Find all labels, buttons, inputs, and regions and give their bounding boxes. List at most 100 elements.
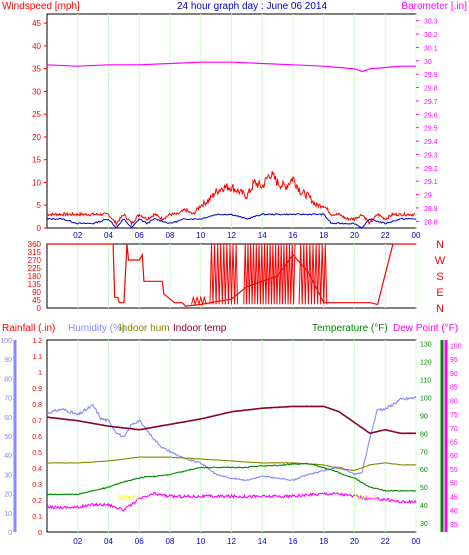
barometer-tick-label: 28.8 [424, 219, 438, 226]
x-tick-label-top: 06 [135, 231, 144, 240]
rain-tick-label: 0.2 [32, 498, 42, 505]
rain-tick-label: 0.7 [32, 418, 42, 425]
dewpoint-tick-label: 45 [450, 494, 458, 501]
x-tick-label-top: 00 [412, 231, 421, 240]
wind-direction-swing-c [243, 243, 296, 305]
humidity-axis-title: Humidity (%) [68, 323, 125, 334]
x-tick-label-bottom: 00 [412, 537, 421, 546]
dewpoint-tick-label: 100 [450, 343, 462, 350]
humidity-tick-label: 100 [0, 338, 12, 345]
x-tick-label-bottom: 10 [196, 537, 205, 546]
humidity-tick-label: 40 [4, 453, 12, 460]
windspeed-tick-label: 35 [32, 65, 41, 74]
temperature-axis-title: Temperature (°F) [312, 323, 388, 334]
dewpoint-tick-label: 95 [450, 357, 458, 364]
temperature-tick-label: 130 [420, 342, 432, 349]
indoor-temp-series-line [46, 405, 416, 435]
barometer-series-line [46, 61, 416, 73]
barometer-tick-label: 29.1 [424, 179, 438, 186]
windspeed-tick-label: 0 [37, 224, 42, 233]
x-tick-label-bottom: 06 [135, 537, 144, 546]
barometer-tick-label: 29.9 [424, 72, 438, 79]
barometer-tick-label: 29.8 [424, 86, 438, 93]
barometer-tick-label: 29.4 [424, 139, 438, 146]
barometer-tick-label: 30.2 [424, 32, 438, 39]
x-tick-label-bottom: 14 [258, 537, 267, 546]
temperature-tick-label: 60 [420, 467, 428, 474]
temperature-tick-label: 120 [420, 360, 432, 367]
windspeed-tick-label: 40 [32, 42, 41, 51]
dewpoint-tick-label: 50 [450, 481, 458, 488]
wind-direction-swing-d [298, 243, 328, 305]
indoor-hum-series-line [47, 456, 417, 472]
x-tick-label-top: 22 [381, 231, 390, 240]
x-tick-label-top: 10 [196, 231, 205, 240]
rainfall-axis-title: Rainfall (.in) [2, 323, 55, 334]
rain-tick-label: 0 [38, 530, 42, 537]
x-tick-label-bottom: 08 [166, 537, 175, 546]
dewpoint-tick-label: 65 [450, 439, 458, 446]
humidity-tick-label: 0 [8, 530, 12, 537]
dewpoint-tick-label: 90 [450, 371, 458, 378]
humidity-tick-label: 60 [4, 415, 12, 422]
windspeed-tick-label: 30 [32, 87, 41, 96]
barometer-tick-label: 30.3 [424, 19, 438, 26]
wind-direction-swing-a [191, 295, 207, 307]
temperature-tick-label: 50 [420, 485, 428, 492]
humidity-tick-label: 90 [4, 357, 12, 364]
dewpoint-tick-label: 70 [450, 426, 458, 433]
gust-series-line [46, 213, 417, 230]
dewpoint-tick-label: 75 [450, 412, 458, 419]
dewpoint-tick-label: 40 [450, 508, 458, 515]
x-tick-label-top: 04 [104, 231, 113, 240]
x-tick-label-top: 12 [227, 231, 236, 240]
barometer-tick-label: 29 [424, 193, 432, 200]
x-tick-label-bottom: 20 [350, 537, 359, 546]
wind-direction-swing-b [209, 243, 239, 305]
temperature-tick-label: 110 [420, 377, 431, 384]
direction-tick-label: 0 [37, 304, 42, 313]
x-tick-label-top: 02 [73, 231, 82, 240]
direction-tick-label: 225 [28, 264, 42, 273]
dewpoint-axis-title: Dew Point (°F) [393, 323, 458, 334]
temperature-series-line [46, 462, 417, 496]
dewpoint-tick-label: 60 [450, 453, 458, 460]
direction-tick-label: 180 [28, 272, 42, 281]
sunset-label: Sunset [354, 495, 376, 502]
rain-tick-label: 0.5 [32, 450, 42, 457]
x-tick-label-top: 08 [166, 231, 175, 240]
compass-tick-label: W [435, 255, 446, 267]
chart-title: 24 hour graph day : June 06 2014 [177, 1, 328, 12]
direction-tick-label: 90 [32, 288, 41, 297]
barometer-tick-label: 30.1 [424, 45, 438, 52]
barometer-tick-label: 29.5 [424, 126, 438, 133]
temperature-tick-label: 70 [420, 449, 428, 456]
barometer-tick-label: 28.9 [424, 206, 438, 213]
rain-tick-label: 0.9 [32, 386, 42, 393]
humidity-series-line [46, 395, 417, 482]
compass-tick-label: E [436, 287, 443, 299]
x-tick-label-bottom: 12 [227, 537, 236, 546]
sunrise-label: Sunrise [117, 495, 141, 502]
windspeed-tick-label: 20 [32, 133, 41, 142]
x-tick-label-top: 16 [289, 231, 298, 240]
temperature-tick-label: 40 [420, 503, 428, 510]
x-tick-label-bottom: 18 [319, 537, 328, 546]
temperature-tick-label: 100 [420, 395, 432, 402]
dewpoint-tick-label: 80 [450, 398, 458, 405]
rain-tick-label: 1.2 [32, 338, 42, 345]
rain-tick-label: 0.3 [32, 482, 42, 489]
direction-tick-label: 135 [28, 280, 42, 289]
direction-tick-label: 270 [28, 256, 42, 265]
windspeed-axis-title: Windspeed [mph] [2, 1, 80, 12]
dewpoint-tick-label: 85 [450, 385, 458, 392]
direction-tick-label: 360 [28, 240, 42, 249]
wind-direction-line [47, 243, 416, 307]
humidity-tick-label: 80 [4, 376, 12, 383]
barometer-axis-title: Barometer [.in] [401, 1, 467, 12]
x-tick-label-top: 14 [258, 231, 267, 240]
windspeed-tick-label: 5 [37, 201, 42, 210]
windspeed-series-line [46, 171, 416, 227]
x-tick-label-bottom: 16 [289, 537, 298, 546]
x-tick-label-bottom: 22 [381, 537, 390, 546]
